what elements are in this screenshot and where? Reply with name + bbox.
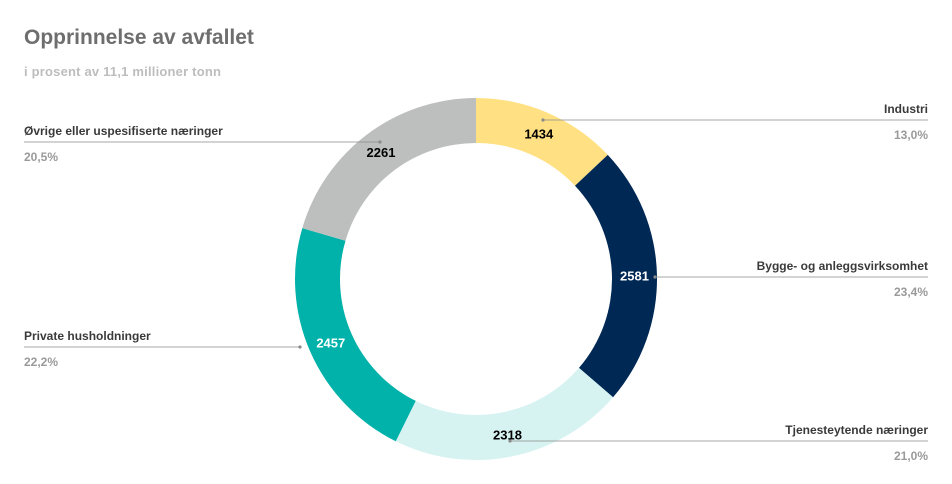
chart-title: Opprinnelse av avfallet bbox=[24, 26, 254, 49]
category-label-private-husholdninger: Private husholdninger bbox=[24, 329, 151, 343]
leader-lines bbox=[24, 118, 928, 443]
percent-label-industri: 13,0% bbox=[894, 128, 928, 142]
chart-subtitle: i prosent av 11,1 millioner tonn bbox=[24, 64, 222, 79]
value-label-tjenesteytende-n-ringer: 2318 bbox=[493, 427, 522, 442]
leader-dot-bygge-og-anleggsvirksomhet bbox=[653, 275, 657, 279]
slice-tjenesteytende-n-ringer bbox=[395, 367, 614, 461]
leader-dot-tjenesteytende-n-ringer bbox=[508, 439, 512, 443]
leader-dot-industri bbox=[541, 118, 545, 122]
percent-label-tjenesteytende-n-ringer: 21,0% bbox=[894, 449, 928, 463]
value-label-bygge-og-anleggsvirksomhet: 2581 bbox=[620, 269, 649, 284]
percent-label-ovrige-eller-uspesifiserte-n-ringer: 20,5% bbox=[24, 150, 58, 164]
donut-slices bbox=[295, 98, 658, 461]
value-label-industri: 1434 bbox=[524, 127, 554, 142]
slice-industri bbox=[476, 98, 608, 186]
category-label-tjenesteytende-n-ringer: Tjenesteytende næringer bbox=[785, 423, 928, 437]
slice-private-husholdninger bbox=[295, 228, 416, 442]
category-label-industri: Industri bbox=[884, 102, 928, 116]
slice-bygge-og-anleggsvirksomhet bbox=[575, 154, 658, 398]
percent-label-bygge-og-anleggsvirksomhet: 23,4% bbox=[894, 285, 928, 299]
category-label-bygge-og-anleggsvirksomhet: Bygge- og anleggsvirksomhet bbox=[757, 259, 928, 273]
slice-ovrige-eller-uspesifiserte-n-ringer bbox=[302, 98, 476, 241]
value-label-private-husholdninger: 2457 bbox=[316, 336, 345, 351]
leader-dot-private-husholdninger bbox=[298, 345, 302, 349]
leader-dot-ovrige-eller-uspesifiserte-n-ringer bbox=[378, 140, 382, 144]
slice-labels: 1434 Industri 13,0% 2581 Bygge- og anleggsvi… bbox=[24, 102, 928, 463]
percent-label-private-husholdninger: 22,2% bbox=[24, 355, 58, 369]
category-label-ovrige-eller-uspesifiserte-n-ringer: Øvrige eller uspesifiserte næringer bbox=[24, 124, 223, 138]
value-label-ovrige-eller-uspesifiserte-n-ringer: 2261 bbox=[367, 145, 396, 160]
